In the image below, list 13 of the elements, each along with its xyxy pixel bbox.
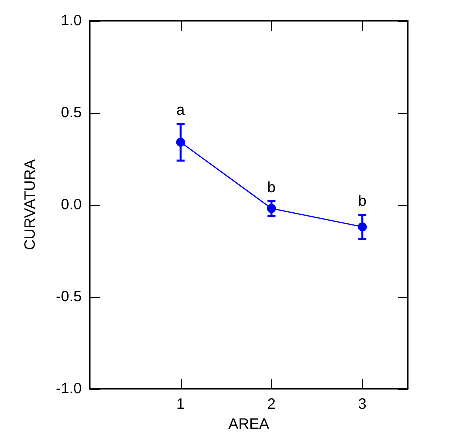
y-tick-label: 0.0: [61, 196, 82, 214]
x-tick-label: 3: [358, 396, 367, 413]
y-tick-label: -0.5: [56, 288, 82, 306]
annotation: b: [358, 193, 367, 210]
x-tick-label: 1: [176, 396, 186, 413]
x-tick-label: 2: [268, 396, 276, 413]
y-tick-label: -1.0: [56, 380, 82, 398]
x-axis-title: AREA: [228, 416, 270, 433]
annotation: a: [176, 102, 186, 120]
y-axis-title: CURVATURA: [22, 160, 39, 250]
y-tick-label: 1.0: [61, 12, 82, 30]
y-tick-label: 0.5: [61, 104, 82, 122]
annotation: b: [268, 179, 276, 196]
